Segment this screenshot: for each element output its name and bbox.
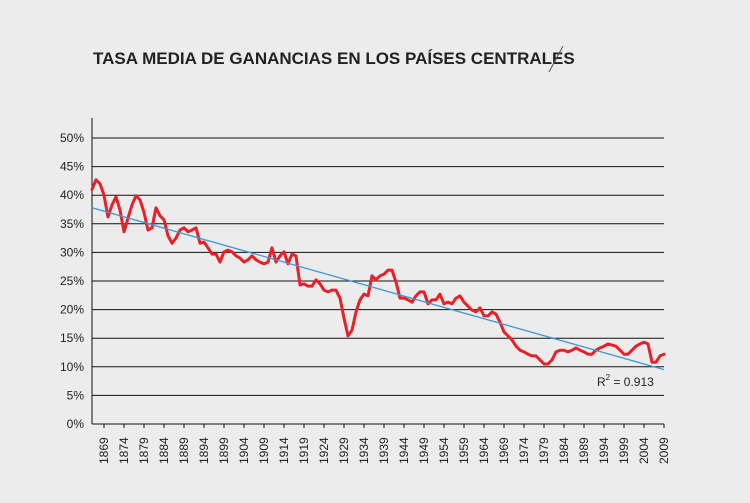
x-tick-label: 1909 bbox=[257, 437, 271, 464]
x-tick-label: 1959 bbox=[457, 437, 471, 464]
x-tick-label: 1919 bbox=[297, 437, 311, 464]
y-tick-label: 30% bbox=[60, 245, 84, 259]
x-tick-label: 1929 bbox=[337, 437, 351, 464]
x-tick-label: 1944 bbox=[397, 437, 411, 464]
x-tick-label: 1939 bbox=[377, 437, 391, 464]
x-tick-label: 1999 bbox=[617, 437, 631, 464]
x-tick-label: 1989 bbox=[577, 437, 591, 464]
y-tick-label: 5% bbox=[67, 388, 85, 402]
x-tick-label: 2004 bbox=[637, 437, 651, 464]
x-tick-label: 1899 bbox=[217, 437, 231, 464]
y-tick-label: 50% bbox=[60, 131, 84, 145]
y-tick-label: 0% bbox=[67, 417, 85, 431]
trend-line bbox=[91, 207, 665, 371]
y-tick-label: 35% bbox=[60, 217, 84, 231]
x-tick-label: 1879 bbox=[137, 437, 151, 464]
x-tick-label: 1969 bbox=[497, 437, 511, 464]
x-tick-label: 1884 bbox=[157, 437, 171, 464]
x-tick-label: 1904 bbox=[237, 437, 251, 464]
x-tick-label: 1914 bbox=[277, 437, 291, 464]
x-tick-label: 1874 bbox=[117, 437, 131, 464]
annotation: R2 = 0.913 bbox=[597, 373, 654, 389]
chart-title: TASA MEDIA DE GANANCIAS EN LOS PAÍSES CE… bbox=[93, 49, 575, 68]
x-tick-label: 1979 bbox=[537, 437, 551, 464]
y-tick-label: 10% bbox=[60, 360, 84, 374]
x-tick-label: 2009 bbox=[657, 437, 671, 464]
annotation-base: R bbox=[597, 375, 606, 389]
x-tick-label: 1949 bbox=[417, 437, 431, 464]
title-slash bbox=[548, 45, 564, 73]
x-tick-label: 1894 bbox=[197, 437, 211, 464]
y-tick-label: 40% bbox=[60, 188, 84, 202]
x-tick-label: 1974 bbox=[517, 437, 531, 464]
x-tick-label: 1869 bbox=[97, 437, 111, 464]
x-tick-label: 1994 bbox=[597, 437, 611, 464]
y-tick-label: 45% bbox=[60, 160, 84, 174]
x-tick-label: 1924 bbox=[317, 437, 331, 464]
x-tick-label: 1934 bbox=[357, 437, 371, 464]
x-tick-label: 1889 bbox=[177, 437, 191, 464]
x-tick-label: 1964 bbox=[477, 437, 491, 464]
y-tick-label: 20% bbox=[60, 303, 84, 317]
annotation-sup: 2 bbox=[606, 373, 611, 382]
x-tick-label: 1954 bbox=[437, 437, 451, 464]
y-tick-label: 25% bbox=[60, 274, 84, 288]
y-tick-label: 15% bbox=[60, 331, 84, 345]
annotation-text: = 0.913 bbox=[610, 375, 654, 389]
x-tick-label: 1984 bbox=[557, 437, 571, 464]
data-line bbox=[90, 178, 666, 366]
